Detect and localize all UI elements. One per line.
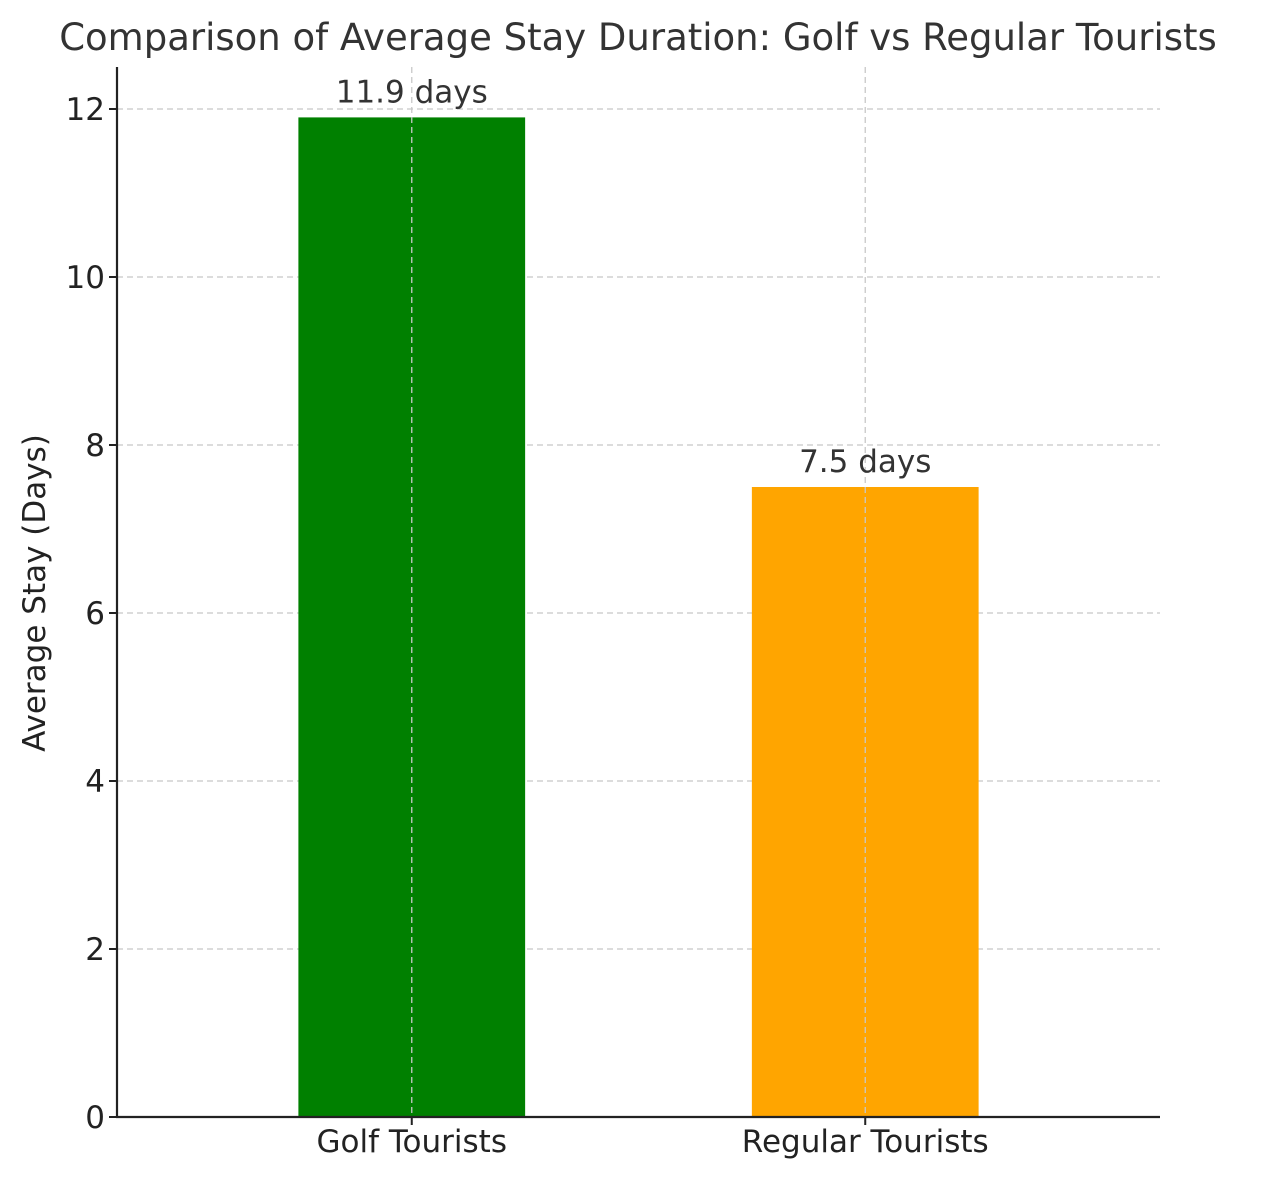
y-tick-label: 8 — [85, 428, 105, 464]
vertical-grid-lines — [411, 67, 866, 1117]
y-tick-label: 10 — [66, 260, 105, 296]
y-axis-label: Average Stay (Days) — [17, 434, 53, 752]
data-label: 7.5 days — [799, 444, 931, 480]
grid-lines — [117, 108, 1160, 950]
data-labels: 11.9 days 7.5 days — [336, 74, 932, 480]
x-ticks: Golf Tourists Regular Tourists — [317, 1117, 989, 1160]
y-tick-label: 4 — [85, 764, 105, 800]
y-tick-label: 6 — [85, 596, 105, 632]
y-tick-label: 12 — [66, 92, 105, 128]
y-tick-label: 0 — [85, 1100, 105, 1136]
y-ticks: 0 2 4 6 8 10 12 — [66, 92, 117, 1136]
chart-title: Comparison of Average Stay Duration: Gol… — [59, 16, 1217, 59]
x-tick-label: Regular Tourists — [742, 1124, 989, 1160]
x-tick-label: Golf Tourists — [317, 1124, 507, 1160]
y-tick-label: 2 — [85, 932, 105, 968]
bars — [298, 117, 979, 1117]
data-label: 11.9 days — [336, 74, 488, 110]
axes — [115, 67, 1160, 1119]
